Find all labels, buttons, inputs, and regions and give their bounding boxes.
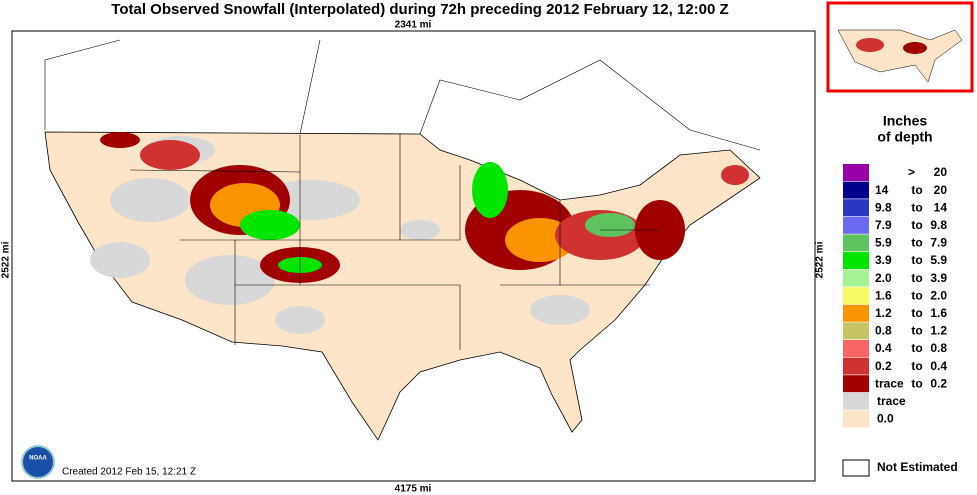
legend-swatch xyxy=(843,181,869,199)
inset-map xyxy=(826,1,974,93)
legend-label: to xyxy=(911,183,922,197)
scale-label: 2522 mi xyxy=(815,241,826,278)
legend-label: 0.2 xyxy=(930,376,947,390)
legend-label: 9.8 xyxy=(930,218,947,232)
legend-label: trace xyxy=(875,376,904,390)
scale-label: 4175 mi xyxy=(395,484,432,495)
legend-label: 5.9 xyxy=(875,236,892,250)
legend-label: 7.9 xyxy=(875,218,892,232)
scale-label: 2522 mi xyxy=(1,241,12,278)
legend-label: 1.6 xyxy=(930,306,947,320)
logo-text: NOAA xyxy=(29,456,47,462)
borders xyxy=(44,39,761,350)
legend-label: to xyxy=(911,359,922,373)
legend-label: to xyxy=(911,200,922,214)
legend-swatch xyxy=(843,322,869,340)
legend-label: 2.0 xyxy=(930,288,947,302)
legend-label: 0.0 xyxy=(877,412,894,426)
legend-label: 0.8 xyxy=(930,341,947,355)
legend-swatch xyxy=(843,216,869,234)
legend-label: to xyxy=(911,236,922,250)
legend-label: 1.6 xyxy=(875,288,892,302)
legend-swatch xyxy=(843,199,869,217)
legend-label: to xyxy=(911,288,922,302)
legend-swatch xyxy=(843,252,869,269)
legend-label: to xyxy=(911,218,922,232)
legend-label: 9.8 xyxy=(875,200,892,214)
legend-label: 1.2 xyxy=(875,306,892,320)
legend-label: 20 xyxy=(934,183,948,197)
legend-swatch xyxy=(843,410,869,428)
map-title: Total Observed Snowfall (Interpolated) d… xyxy=(111,1,728,18)
legend-swatch xyxy=(842,459,870,477)
snow-areas xyxy=(100,132,749,283)
legend-swatch xyxy=(843,357,869,375)
legend-label: 2.0 xyxy=(875,271,892,285)
legend-title: of depth xyxy=(877,129,932,145)
legend-label: Not Estimated xyxy=(877,460,958,474)
created-label: Created 2012 Feb 15, 12:21 Z xyxy=(62,467,196,478)
legend-label: 0.2 xyxy=(875,359,892,373)
legend-swatch xyxy=(843,287,869,305)
legend-swatch xyxy=(843,392,869,410)
legend-label: to xyxy=(911,271,922,285)
legend-label: 3.9 xyxy=(930,271,947,285)
legend-label: to xyxy=(911,376,922,390)
legend-label: 0.4 xyxy=(875,341,892,355)
legend-label: to xyxy=(911,306,922,320)
legend-label: trace xyxy=(877,394,906,408)
legend-label: 5.9 xyxy=(930,253,947,267)
map xyxy=(11,30,816,482)
legend-label: to xyxy=(911,253,922,267)
legend-swatch xyxy=(843,304,869,322)
scale-label: 2341 mi xyxy=(395,20,432,31)
legend-swatch xyxy=(843,340,869,357)
legend-label: 7.9 xyxy=(930,236,947,250)
legend-swatch xyxy=(843,269,869,287)
legend: >20 14 to 20 9.8 to 14 7.9 to 9.8 5.9 to 7.9 3.9 to 5.9… xyxy=(843,164,948,428)
legend-swatch xyxy=(843,375,869,393)
legend-label: 0.4 xyxy=(930,359,947,373)
legend-label: to xyxy=(911,341,922,355)
legend-title: Inches xyxy=(883,113,928,129)
legend-label: > xyxy=(908,165,915,179)
legend-label: 14 xyxy=(934,200,948,214)
legend-label: 14 xyxy=(875,183,889,197)
legend-label: 0.8 xyxy=(875,324,892,338)
noaa-logo: NOAA xyxy=(21,445,55,479)
legend-label: 1.2 xyxy=(930,324,947,338)
legend-label: 20 xyxy=(934,165,948,179)
legend-label: 3.9 xyxy=(875,253,892,267)
legend-swatch xyxy=(843,164,869,181)
legend-swatch xyxy=(843,234,869,252)
legend-label: to xyxy=(911,324,922,338)
